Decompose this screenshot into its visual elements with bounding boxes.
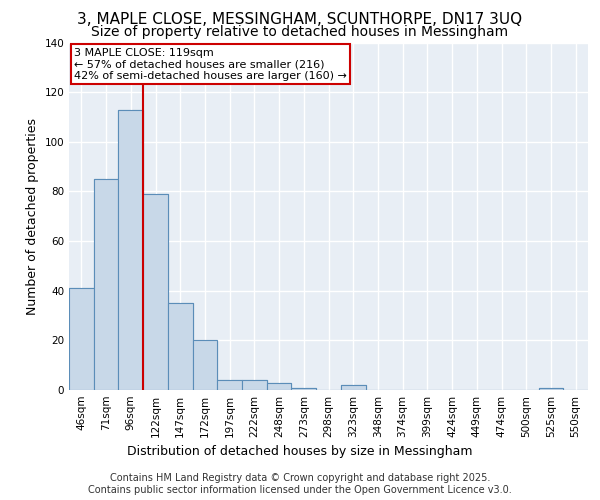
Bar [341,385,365,390]
Text: Size of property relative to detached houses in Messingham: Size of property relative to detached ho… [91,25,509,39]
Bar [217,380,242,390]
Bar [341,385,365,390]
Bar [168,303,193,390]
Bar [118,110,143,390]
Bar [292,388,316,390]
Bar [94,179,118,390]
Bar [267,382,292,390]
Bar [143,194,168,390]
Bar [94,179,118,390]
Bar [242,380,267,390]
Bar [69,288,94,390]
Bar [292,388,316,390]
Bar [267,382,292,390]
Bar [539,388,563,390]
Text: 3 MAPLE CLOSE: 119sqm
← 57% of detached houses are smaller (216)
42% of semi-det: 3 MAPLE CLOSE: 119sqm ← 57% of detached … [74,48,347,81]
Y-axis label: Number of detached properties: Number of detached properties [26,118,39,315]
Bar [69,288,94,390]
Bar [193,340,217,390]
Bar [118,110,143,390]
Bar [242,380,267,390]
Text: 3, MAPLE CLOSE, MESSINGHAM, SCUNTHORPE, DN17 3UQ: 3, MAPLE CLOSE, MESSINGHAM, SCUNTHORPE, … [77,12,523,28]
Text: Distribution of detached houses by size in Messingham: Distribution of detached houses by size … [127,444,473,458]
Bar [217,380,242,390]
Bar [168,303,193,390]
Bar [539,388,563,390]
Bar [143,194,168,390]
Text: Contains HM Land Registry data © Crown copyright and database right 2025.
Contai: Contains HM Land Registry data © Crown c… [88,474,512,495]
Bar [193,340,217,390]
